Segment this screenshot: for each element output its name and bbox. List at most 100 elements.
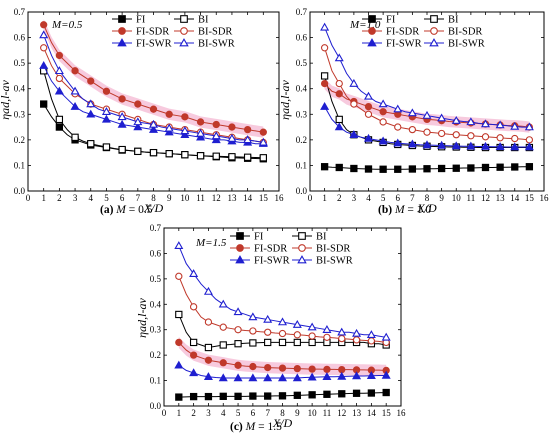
data-point-bi-swr	[349, 78, 359, 87]
legend-label: BI-SWR	[198, 39, 235, 50]
legend-label: FI	[386, 15, 396, 26]
data-point-fi-swr	[352, 371, 362, 380]
data-point-bi	[212, 152, 220, 160]
data-point-bi-swr	[180, 126, 190, 135]
data-point-bi-swr	[292, 319, 302, 328]
data-point-fi	[234, 392, 242, 400]
data-point-fi	[379, 165, 387, 173]
data-point-bi-swr	[366, 330, 376, 339]
data-point-bi-sdr	[364, 110, 373, 118]
series-fi-sdr	[175, 338, 390, 375]
data-point-bi-sdr	[437, 129, 446, 138]
data-point-bi-swr	[218, 299, 228, 308]
y-tick-label: 0.1	[14, 160, 25, 170]
data-point-bi	[189, 338, 198, 347]
data-point-bi-swr	[466, 117, 476, 126]
data-point-bi	[134, 147, 142, 156]
legend-label: FI-SWR	[386, 39, 422, 50]
data-point-bi	[55, 115, 64, 124]
y-tick-label: 0.6	[296, 33, 308, 43]
data-point-bi-swr	[277, 317, 288, 326]
data-point-bi-sdr	[335, 79, 343, 88]
data-point-bi-swr	[437, 113, 447, 122]
legend-marker-fi	[236, 232, 244, 240]
legend-marker-bi-sdr	[298, 244, 306, 252]
x-tick-label: 11	[323, 408, 332, 418]
data-point-fi-swr	[218, 373, 228, 382]
series-bi-swr	[174, 241, 391, 341]
data-point-fi-swr	[422, 140, 432, 149]
x-tick-label: 5	[104, 193, 109, 203]
data-point-bi-swr	[117, 112, 127, 121]
data-point-bi-swr	[258, 137, 268, 146]
data-point-fi	[308, 391, 316, 399]
data-point-bi-sdr	[264, 328, 272, 336]
data-point-bi-sdr	[338, 334, 346, 343]
caption-variable: M	[394, 204, 406, 216]
legend-marker-fi-swr	[367, 38, 377, 47]
data-point-bi-swr	[422, 110, 432, 119]
data-point-bi-sdr	[40, 44, 48, 52]
x-tick-label: 1	[177, 408, 182, 418]
data-point-bi-swr	[337, 327, 347, 336]
y-tick-label: 0.1	[150, 376, 161, 386]
data-point-fi-swr	[495, 142, 505, 150]
data-point-fi-swr	[381, 370, 391, 379]
y-tick-label: 0.7	[150, 223, 162, 233]
data-point-bi	[278, 338, 287, 347]
data-point-bi-sdr	[55, 74, 64, 83]
data-point-fi-sdr	[181, 113, 189, 121]
data-point-bi-sdr	[175, 272, 183, 280]
caption-value: = 0.5	[126, 204, 153, 216]
data-point-fi	[204, 392, 213, 401]
panel-annotation: M=1.0	[349, 19, 381, 31]
data-point-bi-swr	[243, 135, 253, 144]
data-point-fi-sdr	[102, 87, 111, 95]
y-axis-label: ηad,l-av	[0, 80, 12, 120]
data-point-bi-sdr	[219, 323, 227, 331]
series-fi	[175, 388, 390, 401]
legend-marker-fi-swr	[235, 255, 245, 264]
data-point-fi-sdr	[134, 100, 142, 108]
data-point-bi	[320, 72, 329, 80]
series-fi	[320, 163, 534, 173]
data-point-fi-sdr	[278, 364, 287, 372]
data-point-bi-swr	[174, 241, 184, 250]
legend-label: FI	[136, 15, 146, 26]
x-tick-label: 10	[452, 193, 462, 203]
data-point-bi-swr	[451, 116, 461, 124]
data-point-fi	[467, 164, 475, 172]
legend-marker-bi-swr	[429, 38, 439, 47]
y-tick-label: 0.4	[150, 299, 162, 309]
x-tick-label: 16	[275, 193, 285, 203]
data-point-fi-sdr	[165, 110, 173, 118]
data-point-fi	[264, 392, 272, 400]
data-point-fi	[278, 392, 287, 400]
legend: FI BI FI-SDR BI-SDR FI-SWR BI-SWR	[362, 15, 485, 50]
legend-label: BI-SWR	[448, 39, 485, 50]
legend-label: FI-SWR	[254, 256, 290, 267]
data-point-fi-swr	[117, 119, 127, 128]
data-point-fi-swr	[277, 373, 288, 382]
data-point-bi-swr	[320, 22, 330, 31]
panel-caption: (c) M = 1.5	[230, 421, 282, 433]
y-tick-label: 0.0	[14, 186, 26, 196]
series-fi-swr	[320, 101, 534, 151]
x-tick-label: 14	[367, 408, 377, 418]
data-point-bi-swr	[393, 104, 403, 113]
data-point-fi-swr	[393, 138, 403, 147]
legend-marker-bi-sdr	[430, 27, 438, 35]
x-tick-label: 7	[136, 193, 141, 203]
data-point-bi-swr	[189, 269, 199, 277]
series-bi-swr	[320, 22, 534, 131]
data-point-fi-swr	[189, 368, 199, 377]
fi-sdr-uncertainty-band	[178, 336, 387, 376]
data-point-bi	[87, 140, 95, 148]
data-point-fi-swr	[334, 122, 344, 131]
x-tick-label: 2	[337, 193, 342, 203]
data-point-fi-swr	[196, 132, 206, 141]
series-bi	[40, 67, 267, 162]
x-tick-label: 2	[57, 193, 62, 203]
legend-label: BI	[448, 15, 459, 26]
data-point-bi	[243, 153, 252, 161]
